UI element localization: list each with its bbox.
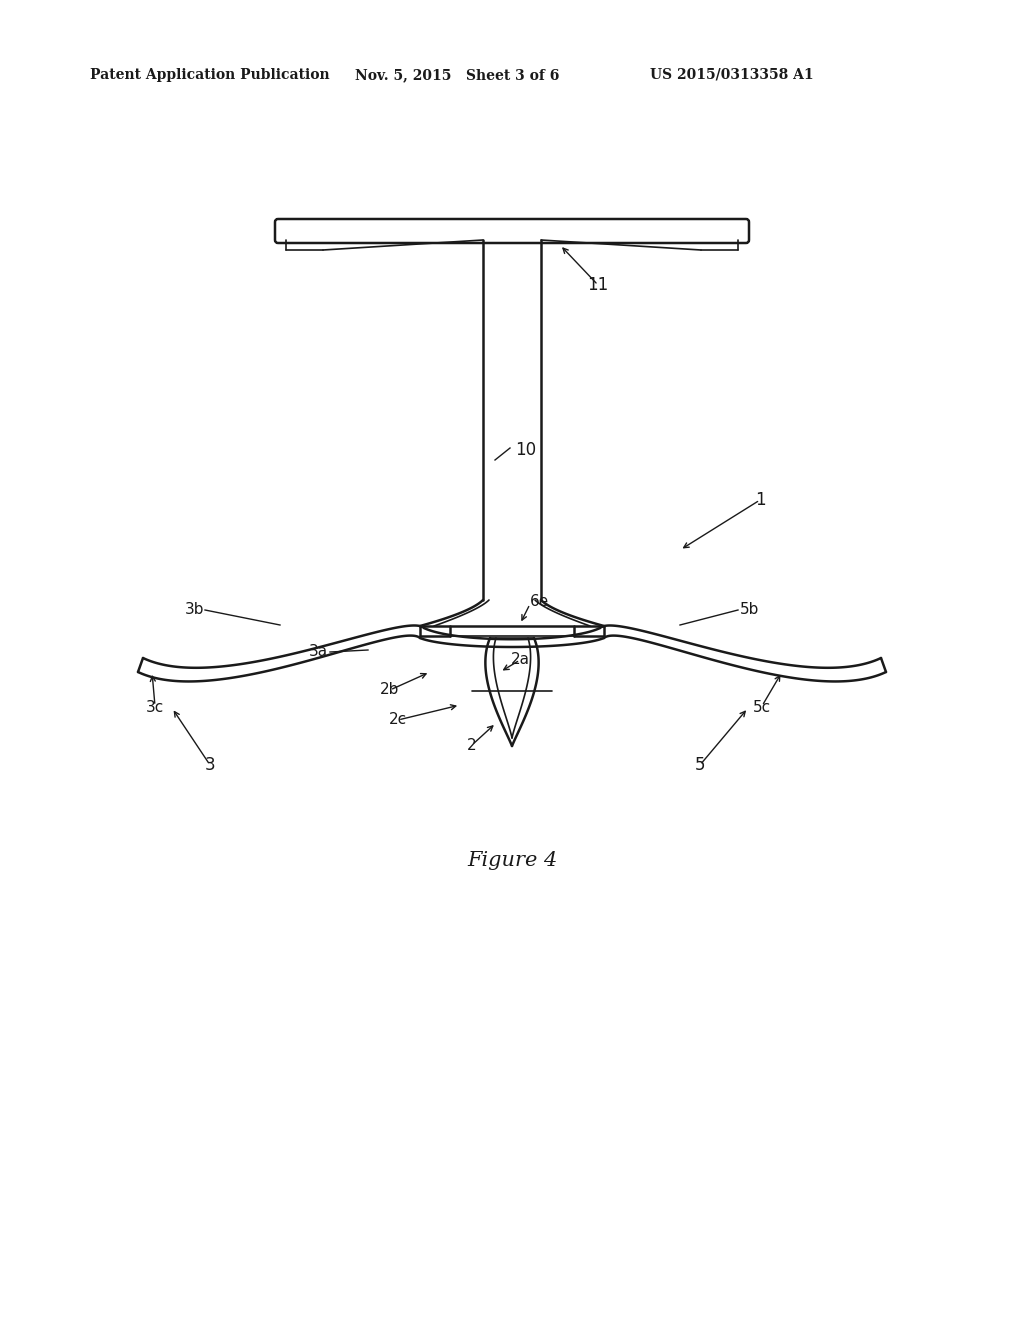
Text: Patent Application Publication: Patent Application Publication [90,69,330,82]
Text: 2c: 2c [389,713,408,727]
Text: 2: 2 [467,738,477,752]
Text: 5b: 5b [740,602,760,618]
Text: 11: 11 [588,276,608,294]
Text: 3: 3 [205,756,215,774]
Text: 1: 1 [755,491,765,510]
Text: 10: 10 [515,441,537,459]
Text: 2b: 2b [380,682,399,697]
Text: Nov. 5, 2015   Sheet 3 of 6: Nov. 5, 2015 Sheet 3 of 6 [355,69,559,82]
Text: 3a: 3a [308,644,328,660]
Text: 5c: 5c [753,701,771,715]
Text: 2a: 2a [511,652,529,668]
Text: Figure 4: Figure 4 [467,850,557,870]
Text: US 2015/0313358 A1: US 2015/0313358 A1 [650,69,814,82]
FancyBboxPatch shape [275,219,749,243]
Text: 3b: 3b [185,602,205,618]
Text: 6e: 6e [530,594,549,610]
Text: 5: 5 [694,756,706,774]
Text: 3c: 3c [145,701,164,715]
